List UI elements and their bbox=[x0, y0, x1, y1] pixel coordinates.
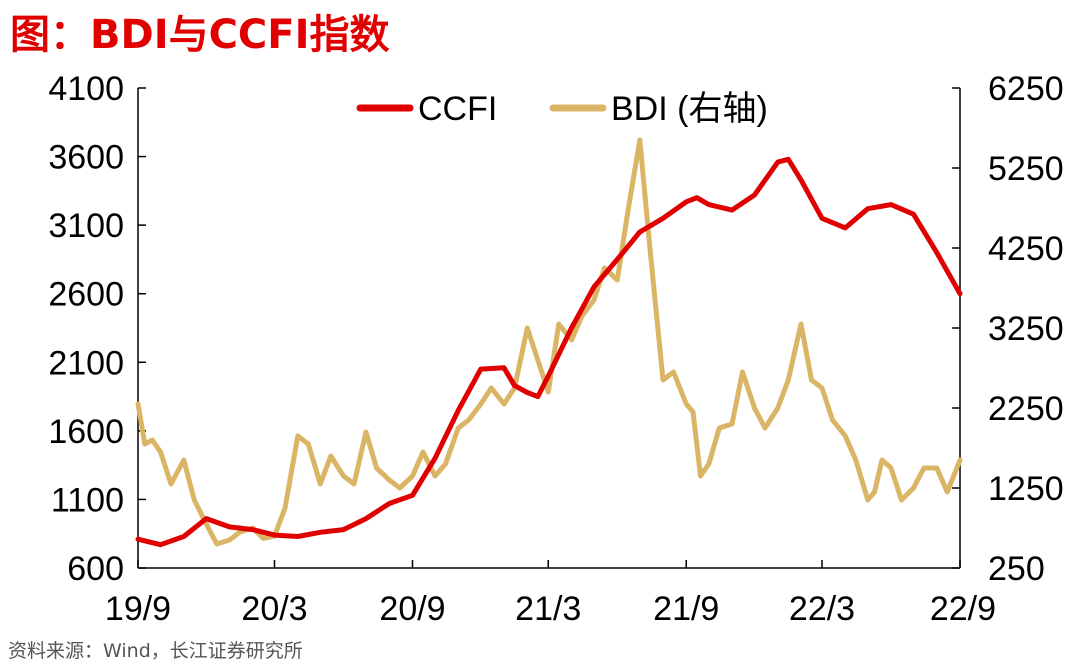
x-tick-label: 19/9 bbox=[105, 590, 171, 628]
right-tick-label: 5250 bbox=[988, 150, 1064, 188]
axes: 600 1100 1600 2100 2600 3100 3600 4100 250 1250 22… bbox=[48, 70, 1063, 628]
left-tick-label: 3100 bbox=[48, 207, 124, 245]
left-tick-label: 1600 bbox=[48, 413, 124, 451]
x-tick-label: 21/3 bbox=[515, 590, 581, 628]
series-layer bbox=[135, 137, 963, 548]
left-tick-label: 4100 bbox=[48, 70, 124, 108]
x-tick-label: 22/9 bbox=[930, 590, 996, 628]
ccfi-line bbox=[135, 156, 963, 548]
x-tick-label: 20/3 bbox=[241, 590, 307, 628]
legend-label-ccfi: CCFI bbox=[418, 90, 497, 128]
left-tick-label: 600 bbox=[67, 550, 124, 588]
right-tick-label: 1250 bbox=[988, 470, 1064, 508]
x-tick-label: 22/3 bbox=[789, 590, 855, 628]
left-tick-label: 3600 bbox=[48, 139, 124, 177]
source-note: 资料来源：Wind，长江证券研究所 bbox=[8, 640, 303, 662]
left-tick-label: 1100 bbox=[51, 481, 124, 519]
right-tick-label: 2250 bbox=[988, 390, 1064, 428]
left-tick-label: 2600 bbox=[48, 276, 124, 314]
right-tick-label: 3250 bbox=[988, 310, 1064, 348]
bdi-line bbox=[135, 137, 963, 547]
right-tick-label: 6250 bbox=[988, 70, 1064, 108]
x-tick-label: 21/9 bbox=[653, 590, 719, 628]
legend: CCFI BDI (右轴) bbox=[356, 90, 768, 128]
x-tick-label: 20/9 bbox=[379, 590, 445, 628]
right-tick-label: 4250 bbox=[988, 230, 1064, 268]
chart-title: 图：BDI与CCFI指数 bbox=[10, 12, 390, 58]
left-tick-label: 2100 bbox=[48, 344, 124, 382]
legend-label-bdi: BDI (右轴) bbox=[611, 90, 768, 128]
right-tick-label: 250 bbox=[988, 550, 1045, 588]
